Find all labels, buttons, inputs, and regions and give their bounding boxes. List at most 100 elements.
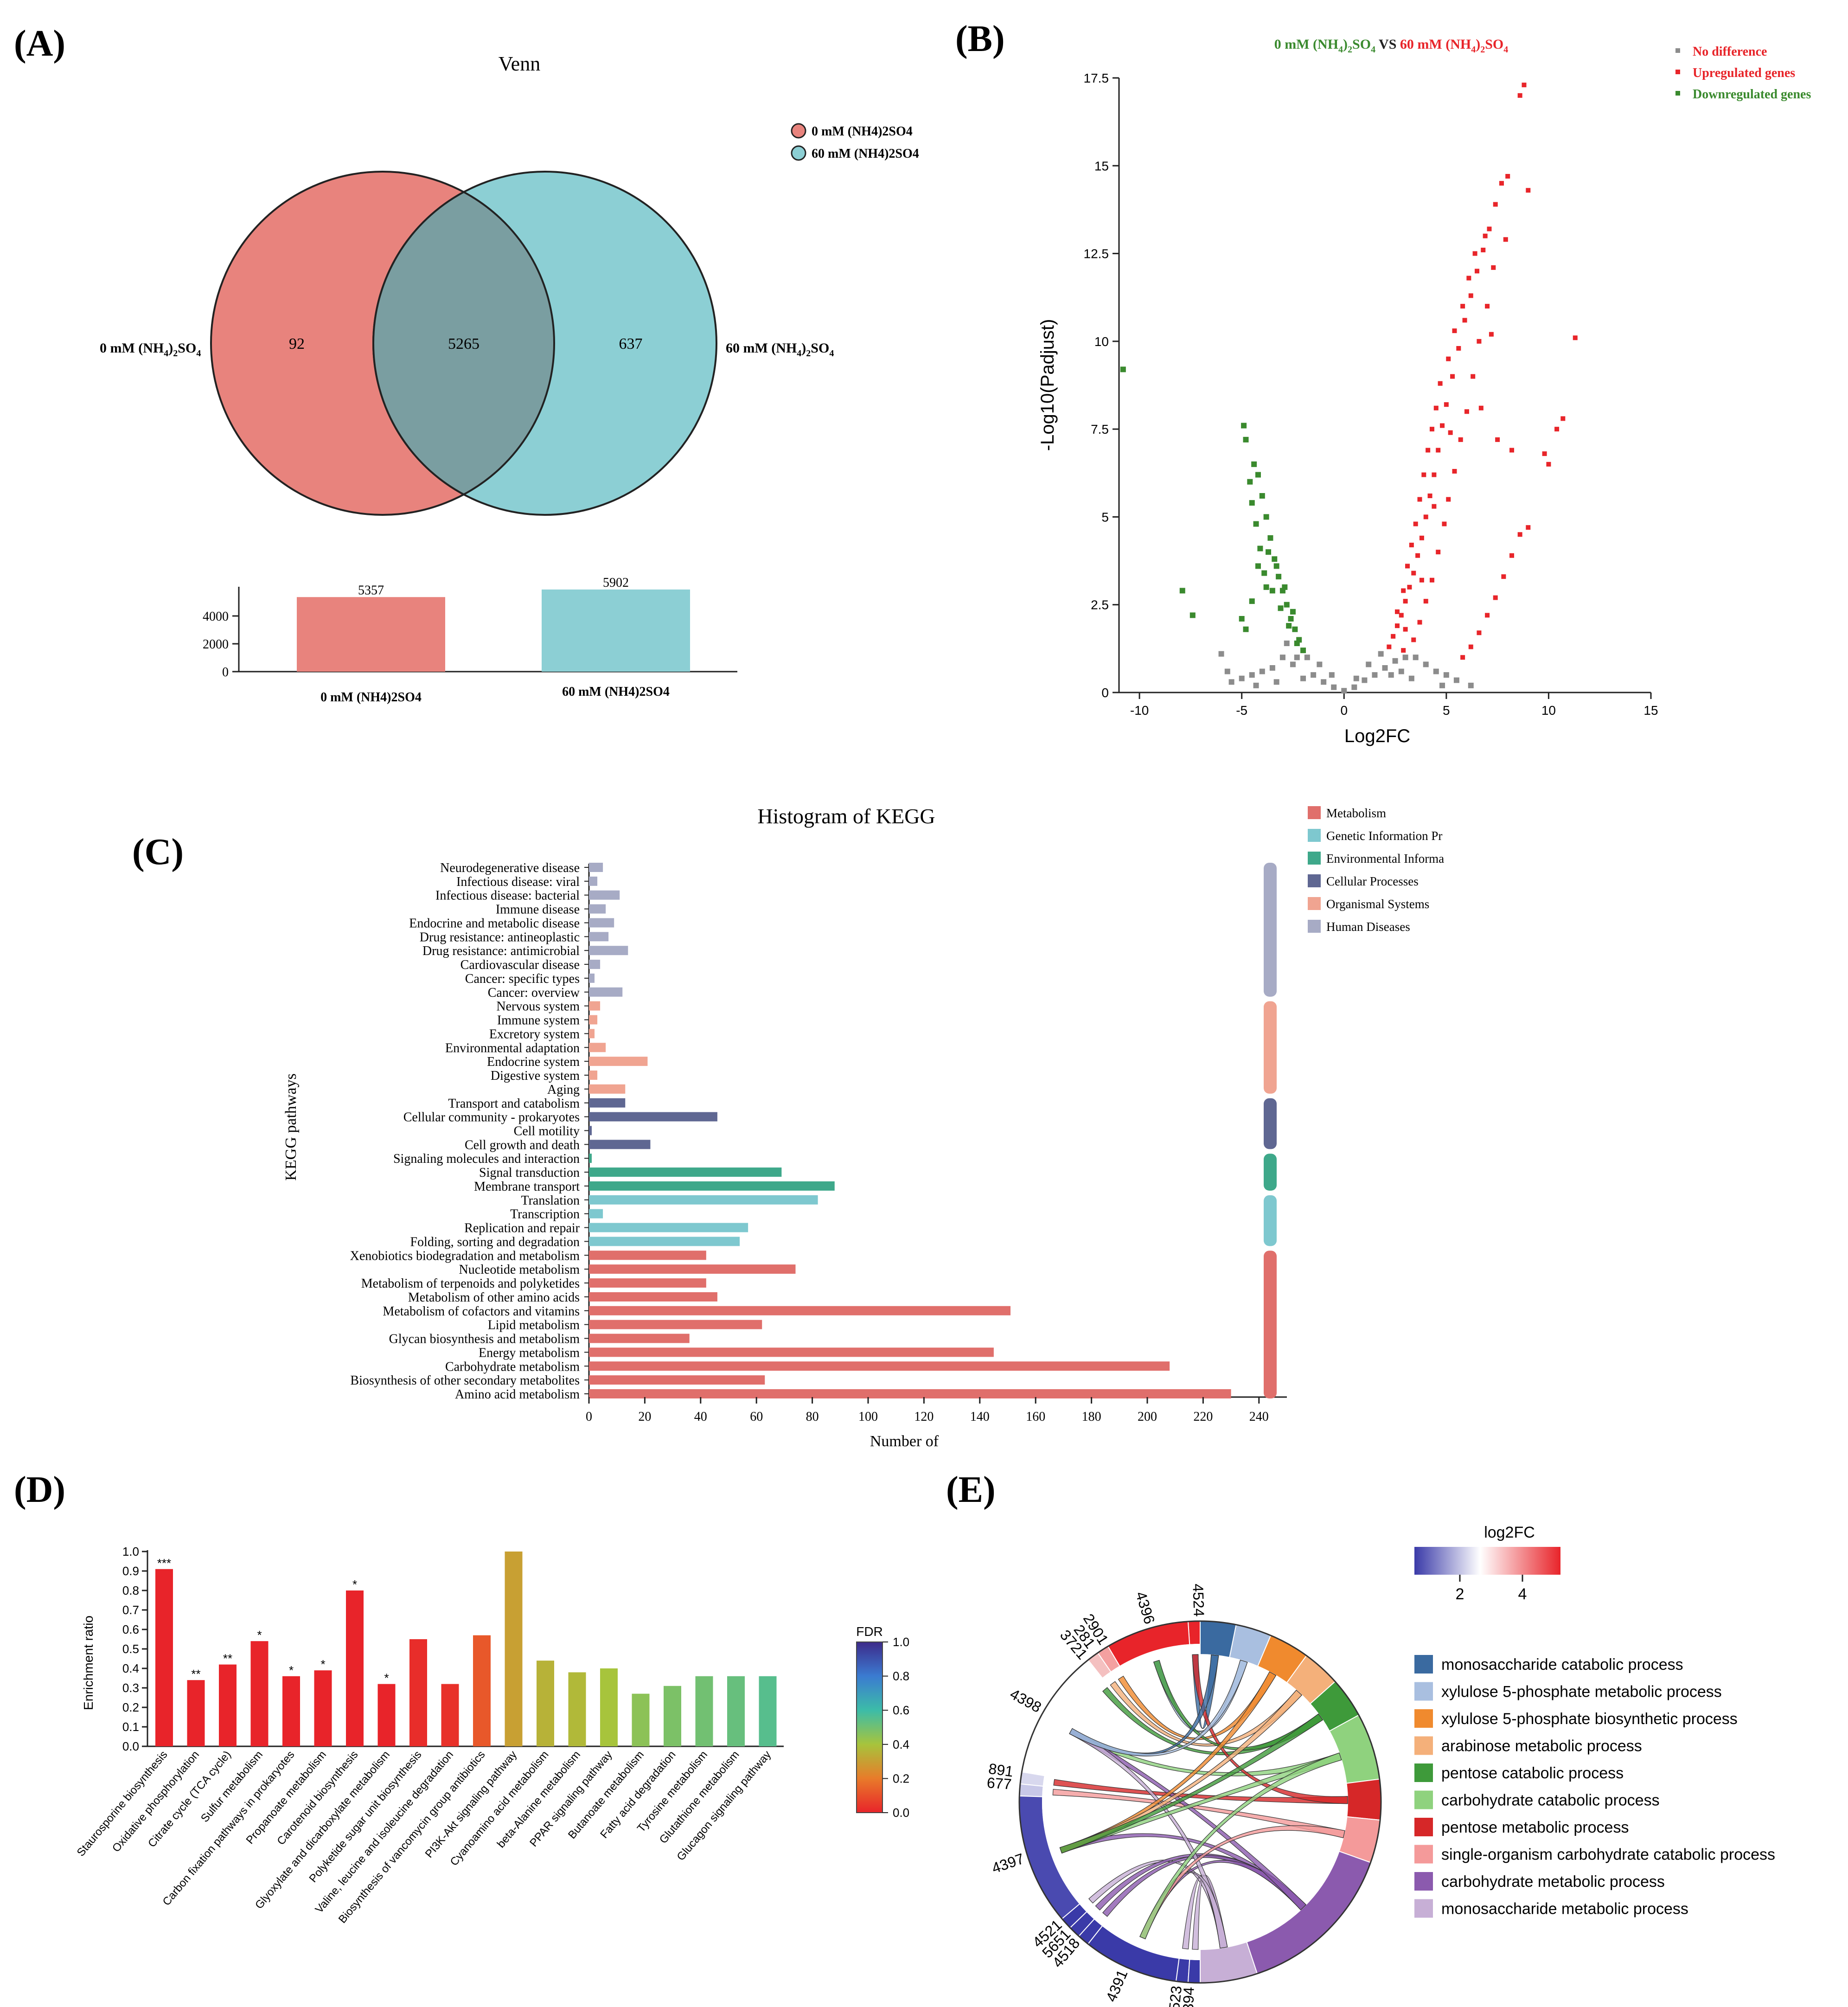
venn-bars: 5357 5902 <box>297 576 690 672</box>
kegg-category-label: Nucleotide metabolism <box>459 1263 580 1277</box>
kegg-xtick-label: 80 <box>806 1410 819 1424</box>
kegg-group-bar <box>1264 1001 1277 1094</box>
kegg-category-label: Cell motility <box>514 1124 580 1139</box>
volcano-ticks: -10 -5 0 5 10 15 0 2.5 5 7.5 10 12.5 15 17.5 <box>1084 71 1658 718</box>
kegg-bar <box>589 973 595 983</box>
volcano-point-nodiff <box>1294 654 1300 660</box>
kegg-bar <box>589 1292 717 1302</box>
enrich-ytick-label: 0.2 <box>122 1700 139 1714</box>
volcano-xtick-label: -5 <box>1236 703 1247 718</box>
venn-bar-value-label: 5902 <box>603 576 629 590</box>
venn-bar-ytick-label: 0 <box>222 665 229 680</box>
volcano-point-down <box>1263 584 1269 590</box>
volcano-point-up <box>1517 93 1522 98</box>
volcano-legend-swatch-up <box>1675 70 1680 74</box>
volcano-point-up <box>1481 248 1486 252</box>
kegg-bar <box>589 932 609 942</box>
venn-label-60mm: 60 mM (NH4)2SO4 <box>726 340 834 359</box>
volcano-point-nodiff <box>1468 682 1474 688</box>
volcano-ytick-label: 2.5 <box>1091 598 1109 612</box>
kegg-bar <box>589 1084 626 1094</box>
volcano-point-up <box>1409 543 1414 547</box>
volcano-point-up <box>1485 304 1490 309</box>
volcano-point-down <box>1243 626 1249 632</box>
kegg-category-label: Energy metabolism <box>479 1346 580 1360</box>
chord-gene-segment <box>1187 1620 1201 1645</box>
venn-bar-ytick-label: 2000 <box>203 637 229 652</box>
chord-ribbon <box>1139 1752 1342 1939</box>
volcano-point-up <box>1448 430 1453 435</box>
kegg-category-label: Neurodegenerative disease <box>440 861 580 875</box>
kegg-category-label: Nervous system <box>496 1000 580 1014</box>
volcano-point-down <box>1300 648 1306 654</box>
volcano-point-up <box>1442 521 1447 526</box>
chord-gene-label: 4396 <box>1132 1590 1158 1626</box>
enrich-bar <box>155 1569 173 1746</box>
volcano-point-up <box>1489 332 1494 337</box>
enrich-significance: * <box>289 1663 294 1677</box>
venn-label-0mm: 0 mM (NH4)2SO4 <box>100 340 201 359</box>
volcano-point-up <box>1427 494 1432 498</box>
volcano-point-down <box>1249 598 1255 604</box>
fdr-tick-label: 0.2 <box>893 1771 909 1785</box>
kegg-bar <box>589 876 598 886</box>
volcano-point-nodiff <box>1300 675 1306 681</box>
kegg-legend-swatch <box>1308 897 1321 910</box>
kegg-category-label: Metabolism of terpenoids and polyketides <box>361 1276 580 1291</box>
venn-only-60mm: 637 <box>619 335 643 353</box>
panel-label-c: (C) <box>132 832 184 872</box>
volcano-point-down <box>1290 609 1296 615</box>
volcano-point-up <box>1429 577 1434 583</box>
volcano-point-up <box>1401 588 1406 593</box>
kegg-category-label: Membrane transport <box>474 1180 580 1194</box>
kegg-category-label: Excretory system <box>489 1027 580 1041</box>
volcano-point-up <box>1417 497 1422 502</box>
volcano-point-nodiff <box>1311 672 1317 678</box>
chord-legend-swatch <box>1414 1790 1433 1809</box>
volcano-point-up <box>1394 609 1400 614</box>
kegg-bar <box>589 1140 651 1149</box>
volcano-ytick-label: 12.5 <box>1084 247 1109 261</box>
kegg-bar <box>589 1361 1170 1371</box>
enrich-significance: * <box>320 1657 325 1671</box>
kegg-bar <box>589 1320 762 1329</box>
kegg-legend-label: Organismal Systems <box>1326 897 1429 911</box>
volcano-legend-swatch-down <box>1675 91 1680 96</box>
volcano-point-up <box>1501 574 1506 579</box>
volcano-point-down <box>1120 366 1126 372</box>
kegg-bar <box>589 1057 648 1066</box>
volcano-ytick-label: 15 <box>1094 159 1109 173</box>
volcano-point-up <box>1487 226 1492 231</box>
chord-legend-label: monosaccharide catabolic process <box>1441 1656 1683 1674</box>
chord-legend-label: carbohydrate metabolic process <box>1441 1873 1665 1891</box>
chord-gene-label: 4523 <box>1165 1985 1185 2007</box>
kegg-xtick-label: 200 <box>1138 1410 1157 1424</box>
chord-legend-swatch <box>1414 1682 1433 1701</box>
venn-bar-ticks: 0 2000 4000 <box>203 609 239 680</box>
kegg-bar <box>589 1375 765 1385</box>
kegg-bar <box>589 1071 598 1080</box>
chord-diagram <box>1018 1620 1382 1984</box>
volcano-point-up <box>1401 648 1406 653</box>
volcano-point-up <box>1452 328 1457 333</box>
chord-legend-swatch <box>1414 1655 1433 1674</box>
volcano-point-up <box>1421 472 1426 477</box>
panel-label-e: (E) <box>946 1469 996 1510</box>
venn-bar-xlabel-60mm: 60 mM (NH4)2SO4 <box>562 685 670 699</box>
chord-gene-label: 891 <box>987 1760 1014 1780</box>
enrich-significance: * <box>384 1671 389 1685</box>
volcano-point-down <box>1259 493 1265 499</box>
volcano-point-down <box>1278 605 1284 611</box>
enrich-significance: *** <box>157 1556 171 1570</box>
fdr-colorbar-title: FDR <box>856 1624 883 1639</box>
kegg-category-label: Replication and repair <box>464 1221 580 1236</box>
volcano-point-up <box>1399 613 1404 618</box>
fdr-colorbar <box>856 1642 883 1813</box>
kegg-bar <box>589 960 601 969</box>
kegg-category-label: Transcription <box>510 1207 580 1222</box>
kegg-category-label: Glycan biosynthesis and metabolism <box>389 1332 580 1347</box>
kegg-legend-label: Genetic Information Pr <box>1326 829 1442 843</box>
kegg-category-label: Digestive system <box>491 1069 580 1083</box>
kegg-category-label: Cancer: overview <box>488 986 580 1000</box>
